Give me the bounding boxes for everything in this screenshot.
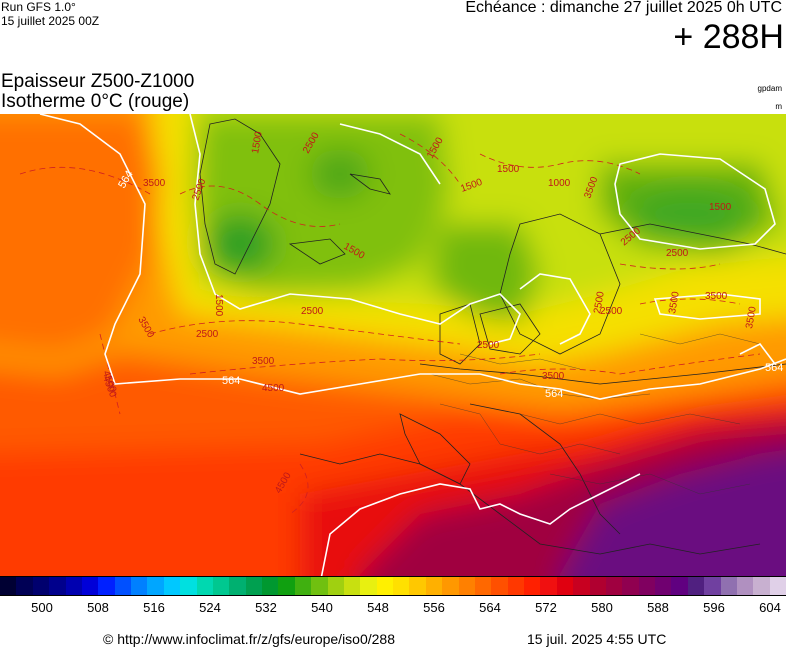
isotherm-label: 3500 xyxy=(667,290,682,314)
color-scale-tick-label: 588 xyxy=(647,600,669,615)
color-scale-swatch xyxy=(507,577,524,595)
color-scale-swatch xyxy=(294,577,312,595)
unit-gpdam: gpdam xyxy=(757,84,782,93)
color-scale-swatch xyxy=(343,577,361,595)
color-scale-swatch xyxy=(245,577,262,595)
isotherm-label: 1000 xyxy=(548,178,571,189)
color-scale-tick-label: 564 xyxy=(479,600,501,615)
isotherm-label: 3500 xyxy=(542,371,565,382)
color-scale-swatch xyxy=(491,577,508,595)
color-scale-swatch xyxy=(376,577,393,595)
color-scale-swatch xyxy=(524,577,541,595)
color-scale-tick-label: 524 xyxy=(199,600,221,615)
color-scale-swatch xyxy=(736,577,754,595)
color-scale-tick-label: 548 xyxy=(367,600,389,615)
isotherm-0c-contours xyxy=(19,133,761,515)
color-scale-swatch xyxy=(409,577,426,595)
color-scale-tick-label: 532 xyxy=(255,600,277,615)
color-scale-swatch xyxy=(163,577,181,595)
color-scale-swatch xyxy=(131,577,148,595)
color-scale-swatch xyxy=(49,577,66,595)
color-scale-swatch xyxy=(65,577,82,595)
color-scale-swatch xyxy=(81,577,99,595)
map-subtitle: Isotherme 0°C (rouge) xyxy=(1,91,190,112)
color-scale-swatch xyxy=(540,577,557,595)
color-scale-swatch xyxy=(753,577,770,595)
color-scale-swatch xyxy=(442,577,459,595)
run-label: Run GFS 1.0° xyxy=(1,0,76,14)
color-scale-swatch xyxy=(769,577,786,595)
isotherm-label: 4500 xyxy=(262,383,285,394)
isotherm-label: 2500 xyxy=(666,248,689,259)
color-scale-tick-label: 580 xyxy=(591,600,613,615)
color-scale-swatch xyxy=(458,577,475,595)
color-scale-swatch xyxy=(32,577,50,595)
weather-map: 564 564 564 564 3500 2500 1500 2500 3500 4500… xyxy=(0,114,786,596)
run-date: 15 juillet 2025 00Z xyxy=(1,14,100,28)
color-scale-swatch xyxy=(278,577,295,595)
contour-564-lines xyxy=(39,114,786,576)
isotherm-label: 1500 xyxy=(213,294,224,317)
color-scale-swatch xyxy=(622,577,639,595)
color-scale-swatch xyxy=(360,577,377,595)
color-scale-swatch xyxy=(671,577,688,595)
color-scale-swatch xyxy=(311,577,328,595)
isotherm-label: 2500 xyxy=(477,340,500,351)
color-scale-swatch xyxy=(720,577,737,595)
isotherm-label: 1500 xyxy=(709,202,732,213)
color-scale-swatch xyxy=(573,577,590,595)
color-scale-tick-label: 596 xyxy=(703,600,725,615)
color-scale-swatch xyxy=(425,577,443,595)
isotherm-label: 2500 xyxy=(196,329,219,340)
isotherm-label: 3500 xyxy=(143,178,166,189)
color-scale xyxy=(0,576,786,596)
forecast-valid-time: Echéance : dimanche 27 juillet 2025 0h U… xyxy=(465,0,782,16)
color-scale-swatch xyxy=(655,577,672,595)
color-scale-tick-label: 556 xyxy=(423,600,445,615)
isotherm-label: 2500 xyxy=(592,290,607,314)
color-scale-swatch xyxy=(212,577,230,595)
color-scale-swatch xyxy=(114,577,131,595)
color-scale-swatch xyxy=(0,577,17,595)
contour-label-564: 564 xyxy=(222,375,240,387)
isotherm-label: 3500 xyxy=(705,291,728,302)
color-scale-swatch xyxy=(327,577,344,595)
color-scale-ticks: 500 508 516 524 532 540 548 556 564 572 580 588 596 6… xyxy=(0,600,786,618)
color-scale-swatch xyxy=(147,577,164,595)
color-scale-swatch xyxy=(474,577,492,595)
color-scale-tick-label: 508 xyxy=(87,600,109,615)
source-url[interactable]: © http://www.infoclimat.fr/z/gfs/europe/… xyxy=(103,631,396,647)
lead-time: + 288H xyxy=(673,18,784,56)
color-scale-swatch xyxy=(180,577,197,595)
color-scale-tick-label: 516 xyxy=(143,600,165,615)
isotherm-label: 1500 xyxy=(250,130,265,154)
color-scale-tick-label: 540 xyxy=(311,600,333,615)
unit-m: m xyxy=(775,102,782,111)
isotherm-label: 2500 xyxy=(301,306,324,317)
color-scale-swatch xyxy=(262,577,279,595)
color-scale-tick-label: 572 xyxy=(535,600,557,615)
isotherm-label: 3500 xyxy=(252,356,275,367)
isotherm-label: 1500 xyxy=(497,164,520,175)
contour-label-564: 564 xyxy=(545,388,563,400)
color-scale-swatch xyxy=(393,577,410,595)
isotherm-label: 3500 xyxy=(744,305,759,329)
isotherm-label: 2500 xyxy=(600,306,623,317)
color-scale-swatch xyxy=(687,577,705,595)
color-scale-swatch xyxy=(196,577,213,595)
color-scale-swatch xyxy=(16,577,33,595)
color-scale-swatch xyxy=(589,577,606,595)
color-scale-tick-label: 604 xyxy=(759,600,781,615)
color-scale-swatch xyxy=(229,577,246,595)
generation-timestamp: 15 juil. 2025 4:55 UTC xyxy=(527,631,667,647)
coastlines xyxy=(199,118,786,555)
color-scale-swatch xyxy=(98,577,115,595)
color-scale-swatch xyxy=(638,577,655,595)
contour-label-564: 564 xyxy=(765,362,783,374)
color-scale-swatch xyxy=(556,577,574,595)
color-scale-tick-label: 500 xyxy=(31,600,53,615)
map-title: Epaisseur Z500-Z1000 xyxy=(1,71,195,92)
color-scale-swatch xyxy=(605,577,623,595)
color-scale-swatch xyxy=(704,577,721,595)
